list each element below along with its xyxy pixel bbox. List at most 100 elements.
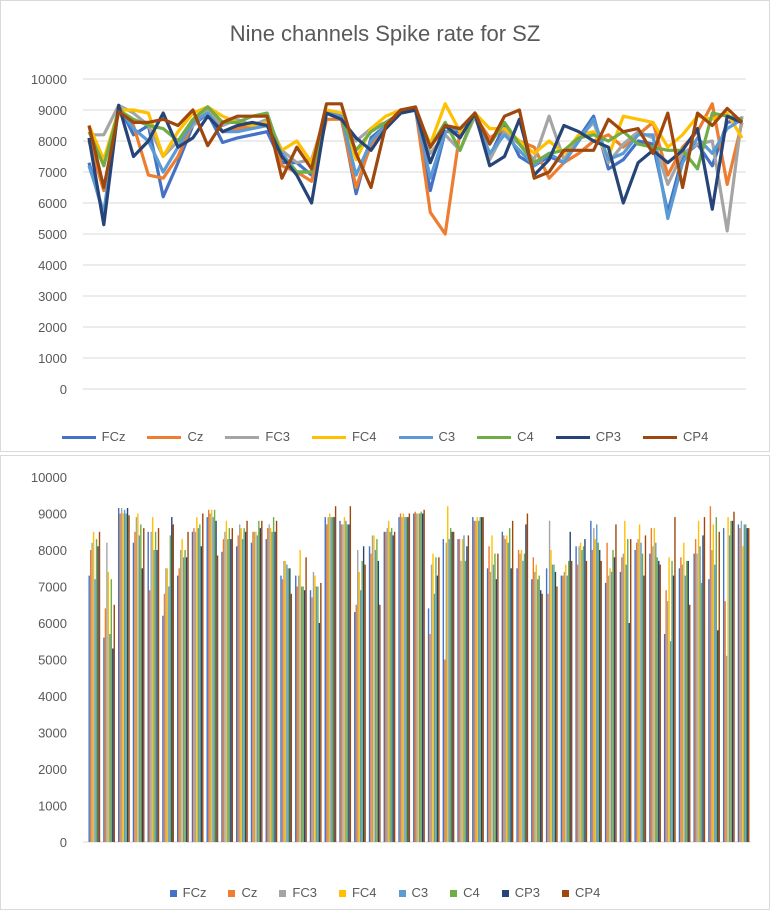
bar-cz [739, 528, 741, 842]
bar-cp4 [452, 531, 455, 843]
bar-cp3 [451, 531, 453, 843]
bar-c4 [154, 531, 157, 843]
bar-fc4 [668, 557, 670, 842]
bar-cp4 [408, 513, 411, 842]
bar-fc4 [683, 542, 685, 842]
bar-fcz [575, 546, 577, 842]
bar-cz [724, 601, 726, 842]
legend-marker [501, 889, 509, 897]
bar-c3 [345, 520, 347, 842]
bar-fcz [191, 531, 194, 843]
bar-c4 [361, 560, 363, 842]
bar-cp4 [659, 564, 661, 842]
legend-item-cz: Cz [228, 877, 257, 909]
bar-fcz [442, 539, 445, 842]
bar-cz [222, 539, 225, 842]
bar-fc3 [711, 550, 713, 842]
bar-c4 [95, 539, 98, 842]
bar-cz [296, 586, 298, 842]
bar-c3 [699, 546, 701, 842]
bar-cz [370, 553, 372, 842]
bar-c4 [568, 560, 570, 842]
bar-c3 [374, 550, 377, 842]
bar-fc4 [388, 520, 390, 842]
bar-chart-panel: 0 1000 2000 3000 4000 5000 6000 7000 8000 9000 100… [0, 455, 770, 910]
bar-c3 [227, 539, 229, 842]
series-line-cp3 [87, 103, 743, 227]
bar-c4 [420, 511, 422, 842]
bar-fcz [103, 637, 105, 842]
bar-fcz [737, 524, 740, 842]
bar-cp3 [230, 539, 232, 842]
bar-cp4 [467, 535, 470, 842]
bar-c3 [138, 535, 141, 842]
bar-cp3 [702, 535, 704, 842]
bar-cz [606, 542, 608, 842]
bar-fc3 [652, 546, 654, 842]
bar-c3 [714, 564, 716, 842]
bar-fcz [413, 513, 415, 842]
legend-marker [562, 889, 570, 897]
bar-c3 [359, 590, 362, 842]
legend-label: C4 [463, 885, 480, 900]
bar-fcz [117, 508, 120, 842]
legend-label: FCz [182, 885, 207, 900]
bar-fc3 [696, 553, 698, 842]
bar-fc3 [357, 550, 359, 842]
bar-c4 [686, 560, 688, 842]
bar-fc4 [402, 513, 405, 842]
legend-item-fcz: FCz [61, 423, 125, 451]
legend-marker [555, 435, 590, 439]
legend-item-c3: C3 [398, 423, 455, 451]
bar-cp4 [290, 593, 293, 842]
bar-c3 [448, 539, 450, 842]
bar-fc3 [563, 571, 565, 842]
bar-fc3 [209, 513, 211, 842]
bar-cz [517, 550, 520, 842]
bar-fcz [265, 539, 267, 842]
bar-c4 [494, 553, 496, 842]
bar-c4 [464, 560, 467, 842]
bar-fc3 [622, 553, 625, 842]
bar-c3 [743, 524, 746, 842]
bar-cp4 [497, 553, 499, 842]
bar-fc3 [637, 539, 639, 842]
bar-cp3 [746, 528, 748, 842]
bar-cz [473, 520, 475, 842]
bar-fc3 [327, 517, 329, 842]
bar-fcz [693, 553, 695, 842]
bar-cz [547, 593, 549, 842]
bar-cp3 [274, 531, 276, 843]
bar-cp4 [630, 539, 632, 842]
bar-fc4 [609, 568, 611, 843]
bar-fc3 [519, 553, 521, 842]
bar-c3 [551, 564, 554, 842]
bar-c4 [302, 586, 304, 842]
y-tick-label: 4000 [38, 689, 67, 704]
bar-cz [148, 590, 151, 842]
bar-cz [665, 590, 667, 842]
y-tick-label: 10000 [31, 470, 67, 485]
bar-c3 [241, 539, 244, 842]
bar-fc3 [489, 571, 492, 842]
bar-c3 [640, 542, 642, 842]
bar-cp3 [377, 560, 380, 842]
y-tick-label: 7000 [38, 580, 67, 595]
bar-cp3 [687, 560, 689, 842]
bar-fcz [545, 568, 548, 843]
bar-fc3 [120, 508, 123, 842]
y-tick-label: 7000 [38, 165, 67, 180]
bar-cz [119, 513, 121, 842]
bar-c3 [315, 586, 318, 842]
legend-marker [147, 435, 182, 439]
bar-cp4 [98, 531, 101, 843]
bar-fc4 [653, 528, 656, 842]
line-legend: FCz Cz FC3 FC4 C3 C4 CP3 CP4 [1, 411, 769, 451]
bar-fc3 [401, 517, 403, 842]
bar-cp3 [658, 560, 660, 842]
y-tick-label: 9000 [38, 507, 67, 522]
bar-fcz [368, 546, 371, 842]
bar-c3 [404, 517, 406, 842]
bar-c3 [522, 560, 524, 842]
